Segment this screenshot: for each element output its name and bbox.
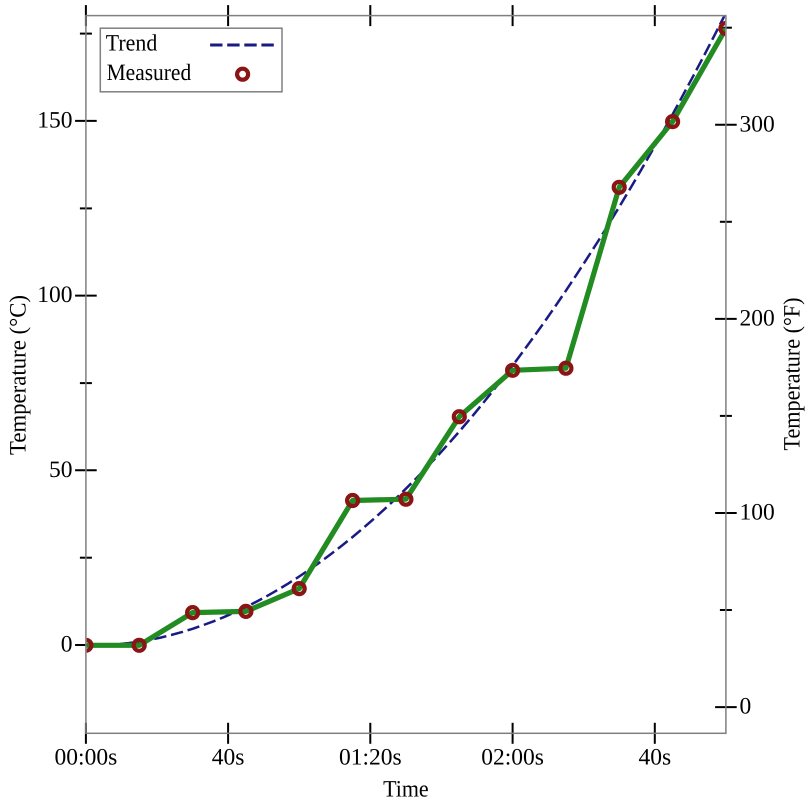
svg-text:40s: 40s bbox=[638, 745, 671, 771]
svg-text:Temperature (°F): Temperature (°F) bbox=[780, 298, 806, 451]
svg-text:Time: Time bbox=[383, 777, 429, 803]
svg-text:02:00s: 02:00s bbox=[481, 745, 544, 771]
svg-text:150: 150 bbox=[37, 107, 72, 133]
svg-text:50: 50 bbox=[49, 457, 73, 483]
svg-text:Measured: Measured bbox=[107, 60, 192, 86]
svg-text:00:00s: 00:00s bbox=[55, 745, 118, 771]
svg-text:100: 100 bbox=[740, 500, 775, 526]
svg-text:Trend: Trend bbox=[106, 30, 158, 56]
svg-text:300: 300 bbox=[740, 111, 775, 137]
svg-text:40s: 40s bbox=[212, 745, 245, 771]
svg-text:100: 100 bbox=[37, 282, 72, 308]
svg-text:200: 200 bbox=[740, 305, 775, 331]
svg-text:0: 0 bbox=[61, 632, 73, 658]
svg-text:0: 0 bbox=[740, 694, 752, 720]
svg-text:Temperature (°C): Temperature (°C) bbox=[6, 295, 32, 455]
svg-text:01:20s: 01:20s bbox=[339, 745, 402, 771]
